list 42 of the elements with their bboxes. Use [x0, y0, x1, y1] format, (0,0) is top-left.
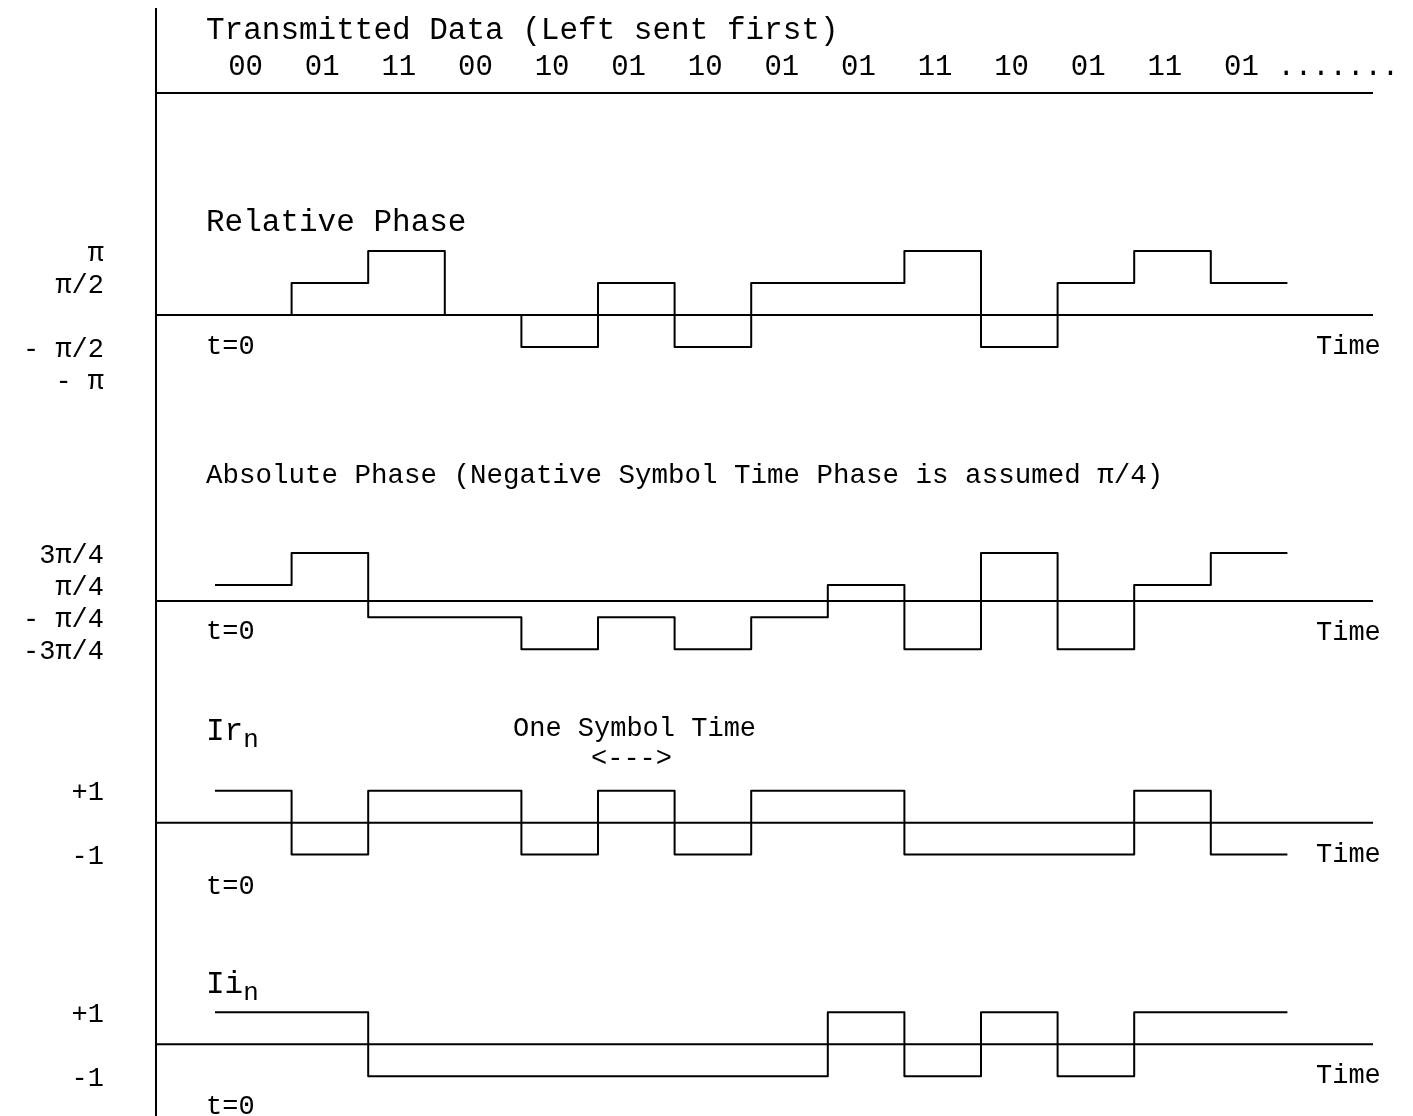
text: Relative Phase	[206, 205, 467, 240]
category-label: 00	[228, 51, 264, 84]
y-tick-label: π/2	[55, 270, 104, 301]
category-label: 11	[1147, 51, 1183, 84]
y-tick-label: -1	[71, 1063, 104, 1094]
category-label: 01	[764, 51, 800, 84]
category-label: 01	[611, 51, 647, 84]
category-label: 00	[458, 51, 493, 84]
category-label: 11	[381, 51, 417, 84]
text: Ir$_{n}$	[206, 714, 259, 756]
annotation: .......	[1277, 51, 1400, 84]
category-label: 01	[841, 51, 876, 84]
text: Transmitted Data (Left sent first)	[206, 13, 839, 48]
category-label: 01	[1070, 51, 1106, 84]
text: Ii$_{n}$	[206, 967, 259, 1009]
x-axis-title: Time	[1316, 332, 1381, 363]
text: Absolute Phase (Negative Symbol Time Phase is assumed π/4)	[206, 460, 1164, 491]
y-tick-label: +1	[71, 778, 104, 809]
category-label: 11	[917, 51, 953, 84]
y-tick-label: - π	[55, 366, 104, 397]
category-label: 01	[304, 51, 340, 84]
category-label: 10	[687, 51, 723, 84]
y-tick-label: -1	[71, 842, 104, 873]
annotation: <--->	[591, 744, 673, 774]
annotation: t=0	[206, 617, 255, 648]
y-tick-label: +1	[71, 999, 104, 1030]
annotation: t=0	[206, 871, 255, 902]
x-axis-title: Time	[1316, 1061, 1381, 1092]
category-label: 10	[994, 51, 1030, 84]
y-tick-label: -3π/4	[22, 636, 104, 667]
annotation: t=0	[206, 1092, 255, 1116]
y-tick-label: 3π/4	[39, 540, 104, 571]
annotation: t=0	[206, 332, 255, 363]
y-tick-label: - π/4	[22, 604, 104, 635]
x-axis-title: Time	[1316, 618, 1381, 649]
y-tick-label: π/4	[55, 572, 104, 603]
category-label: 10	[534, 51, 570, 84]
x-axis-title: Time	[1316, 839, 1381, 870]
category-label: 01	[1224, 51, 1259, 84]
annotation: One Symbol Time	[513, 714, 757, 744]
y-tick-label: - π/2	[22, 334, 104, 365]
y-tick-label: π	[87, 238, 104, 269]
